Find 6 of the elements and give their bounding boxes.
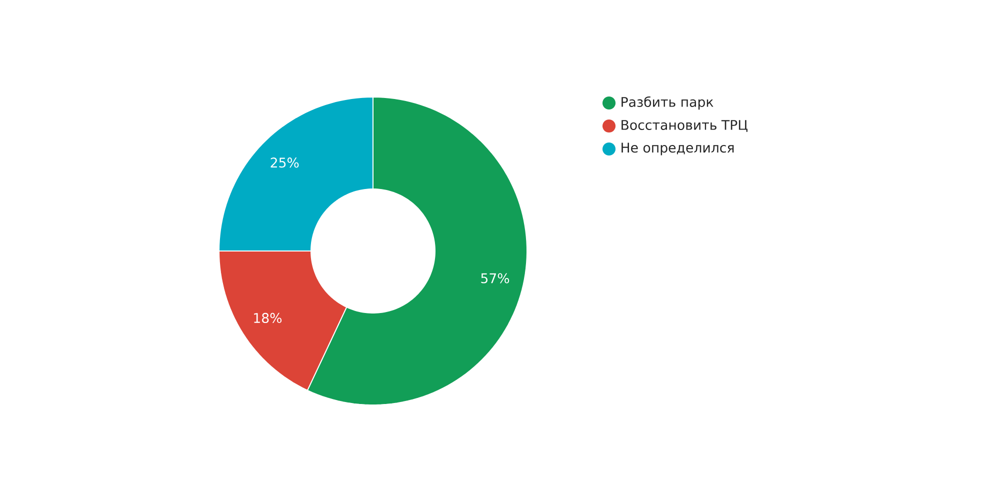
- legend-label: Не определился: [622, 142, 734, 156]
- legend-label: Разбить парк: [622, 96, 714, 110]
- legend-label: Восстановить ТРЦ: [622, 120, 748, 132]
- data-label: 18%: [254, 312, 282, 324]
- data-label: 25%: [270, 158, 299, 168]
- data-label: 57%: [481, 273, 510, 284]
